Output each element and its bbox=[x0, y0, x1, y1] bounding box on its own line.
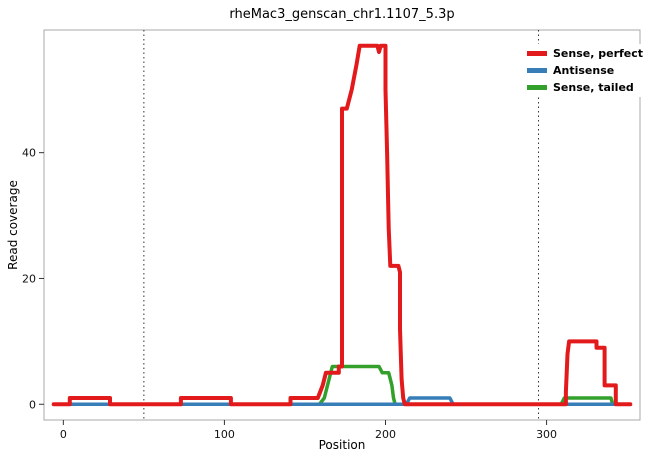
legend-label-antisense: Antisense bbox=[553, 64, 615, 77]
legend: Sense, perfect Antisense Sense, tailed bbox=[522, 44, 649, 97]
x-tick-label: 0 bbox=[60, 428, 67, 441]
y-tick-label: 0 bbox=[29, 398, 36, 411]
legend-swatch-sense-perfect bbox=[527, 51, 547, 56]
legend-item-sense-perfect: Sense, perfect bbox=[527, 47, 643, 60]
x-axis-label: Position bbox=[318, 438, 366, 452]
legend-label-sense-perfect: Sense, perfect bbox=[553, 47, 644, 60]
x-tick-label: 100 bbox=[214, 428, 235, 441]
x-tick-label: 200 bbox=[375, 428, 396, 441]
line-sense-perfect bbox=[51, 43, 633, 407]
y-axis-label: Read coverage bbox=[6, 180, 20, 270]
legend-label-sense-tailed: Sense, tailed bbox=[553, 81, 634, 94]
y-tick-label: 40 bbox=[22, 147, 36, 160]
legend-item-sense-tailed: Sense, tailed bbox=[527, 81, 643, 94]
line-sense-tailed bbox=[51, 364, 633, 407]
legend-item-antisense: Antisense bbox=[527, 64, 643, 77]
chart-title: rheMac3_genscan_chr1.1107_5.3p bbox=[229, 7, 455, 22]
y-tick-label: 20 bbox=[22, 272, 36, 285]
legend-swatch-sense-tailed bbox=[527, 85, 547, 90]
x-tick-label: 300 bbox=[536, 428, 557, 441]
legend-swatch-antisense bbox=[527, 68, 547, 73]
